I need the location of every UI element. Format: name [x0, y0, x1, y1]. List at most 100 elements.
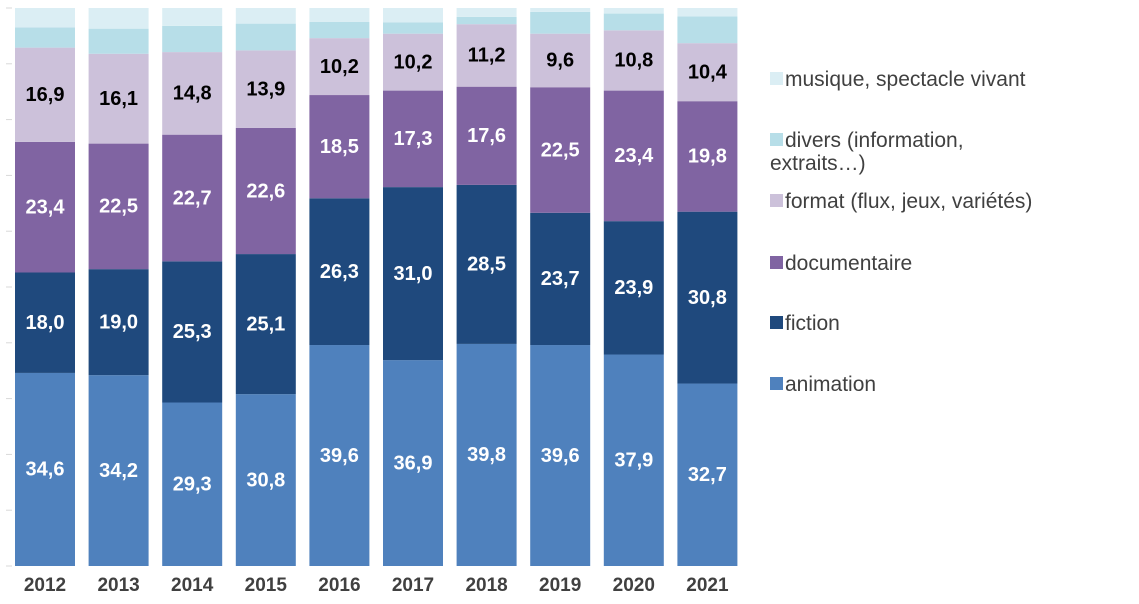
bar-segment	[15, 47, 75, 142]
data-label: 31,0	[394, 263, 433, 285]
bar-segment	[235, 254, 296, 395]
legend-label: animation	[785, 373, 877, 396]
bar-segment	[88, 375, 149, 566]
bar-segment	[383, 360, 443, 566]
legend-swatch	[770, 256, 783, 269]
bar-segment	[603, 8, 664, 14]
bar-segment	[309, 345, 370, 566]
bar-segment	[603, 30, 664, 91]
data-label: 22,7	[173, 187, 212, 209]
bar-segment	[603, 13, 664, 31]
bar-segment	[309, 95, 370, 199]
bar-segment	[235, 23, 296, 51]
data-label: 34,6	[26, 459, 65, 481]
bar-segment	[677, 43, 738, 102]
bar-segment	[603, 354, 664, 566]
data-label: 30,8	[688, 287, 727, 309]
legend-label: musique, spectacle vivant	[785, 68, 1026, 91]
bar-segment	[530, 345, 591, 566]
bar-segment	[235, 127, 296, 255]
data-label: 18,5	[320, 136, 359, 158]
legend-item: fiction	[770, 312, 840, 335]
bar-segment	[677, 8, 738, 17]
bar-segment	[530, 212, 591, 346]
bar-segment	[235, 8, 296, 24]
data-label: 39,6	[320, 445, 359, 467]
data-label: 13,9	[246, 78, 285, 100]
x-tick-label: 2013	[97, 575, 139, 596]
data-label: 16,1	[99, 88, 138, 110]
bar-segment	[530, 8, 591, 12]
bar-segment	[235, 50, 296, 128]
legend-item: format (flux, jeux, variétés)	[770, 190, 1032, 213]
legend-swatch	[770, 133, 783, 146]
bar-segment	[88, 28, 149, 54]
legend-swatch	[770, 316, 783, 329]
bar-segment	[162, 8, 223, 26]
data-label: 19,8	[688, 146, 727, 168]
bar-segment	[456, 86, 517, 185]
bar-segment	[677, 211, 738, 384]
bar-segment	[383, 187, 443, 361]
x-tick-label: 2019	[539, 575, 581, 596]
legend-item: divers (information, extraits…)	[770, 129, 964, 175]
data-label: 22,6	[246, 180, 285, 202]
legend-swatch	[770, 377, 783, 390]
bar-segment	[383, 8, 443, 23]
data-label: 25,3	[173, 321, 212, 343]
data-label: 36,9	[394, 452, 433, 474]
bar-segment	[162, 134, 223, 262]
bar-segment	[603, 221, 664, 355]
data-label: 11,2	[468, 45, 506, 67]
bar-segment	[162, 402, 223, 566]
data-label: 26,3	[320, 261, 359, 283]
bar-segment	[15, 8, 75, 28]
data-label: 39,8	[467, 444, 506, 466]
bar-segment	[530, 11, 591, 34]
bar-segment	[383, 33, 443, 91]
bar-segment	[456, 343, 517, 566]
data-label: 17,3	[394, 128, 433, 150]
legend-label: documentaire	[785, 252, 913, 275]
legend-item: documentaire	[770, 252, 912, 275]
bar-segment	[309, 8, 370, 22]
x-tick-label: 2020	[613, 575, 655, 596]
data-label: 37,9	[614, 450, 653, 472]
data-label: 23,4	[26, 196, 66, 218]
bar-segment	[530, 87, 591, 213]
data-label: 9,6	[546, 50, 574, 72]
bar-segment	[88, 8, 149, 29]
data-label: 25,1	[246, 313, 285, 335]
data-label: 32,7	[688, 464, 727, 486]
bar-segment	[15, 372, 75, 566]
bar-segment	[383, 22, 443, 34]
legend-item: animation	[770, 373, 876, 396]
bar-segment	[235, 394, 296, 566]
x-tick-label: 2021	[686, 575, 729, 596]
data-label: 39,6	[541, 445, 580, 467]
legend-swatch	[770, 194, 783, 207]
data-label: 19,0	[99, 311, 138, 333]
bar-segment	[456, 16, 517, 25]
data-label: 17,6	[467, 125, 506, 147]
legend-item: musique, spectacle vivant	[770, 68, 1025, 91]
x-tick-label: 2017	[392, 575, 434, 596]
x-tick-label: 2018	[465, 575, 507, 596]
legend-swatch	[770, 72, 783, 85]
data-label: 23,9	[614, 277, 653, 299]
bar-segment	[603, 90, 664, 222]
data-label: 34,2	[99, 460, 138, 482]
bar-segment	[530, 33, 591, 88]
x-tick-label: 2015	[245, 575, 288, 596]
data-label: 23,7	[541, 268, 580, 290]
data-label: 16,9	[26, 84, 65, 106]
data-label: 29,3	[173, 474, 212, 496]
x-tick-label: 2014	[171, 575, 214, 596]
x-tick-label: 2016	[318, 575, 360, 596]
legend-label: format (flux, jeux, variétés)	[785, 190, 1033, 213]
bar-segment	[162, 25, 223, 53]
data-label: 10,8	[614, 50, 653, 72]
bar-segment	[15, 272, 75, 373]
